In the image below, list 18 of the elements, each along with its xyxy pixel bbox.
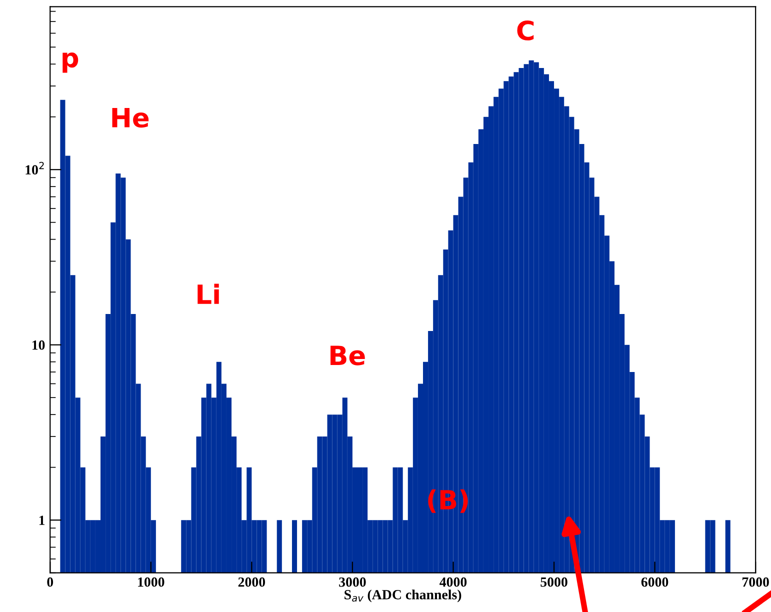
y-tick-label: 10$^{2}$ (26, 162, 44, 175)
y-tick-label: 1 (39, 516, 45, 525)
x-axis-title: S$_{av}$ (ADC channels) (344, 590, 462, 602)
annotation: Li (198, 284, 219, 304)
annotation: Be (330, 346, 365, 366)
annotation: C (517, 20, 534, 40)
x-tick-label: 0 (47, 577, 54, 587)
x-tick-label: 5000 (540, 577, 568, 587)
annotation: (B) (428, 489, 468, 513)
x-tick-label: 3000 (339, 577, 366, 587)
annotation: p (62, 52, 78, 73)
x-tick-label: 7000 (742, 577, 769, 587)
x-tick-label: 2000 (238, 577, 266, 587)
annotation: He (112, 108, 149, 128)
x-tick-label: 4000 (440, 577, 467, 587)
x-tick-label: 1000 (138, 577, 164, 587)
y-tick-label: 10 (32, 340, 45, 350)
x-tick-label: 6000 (641, 577, 668, 587)
